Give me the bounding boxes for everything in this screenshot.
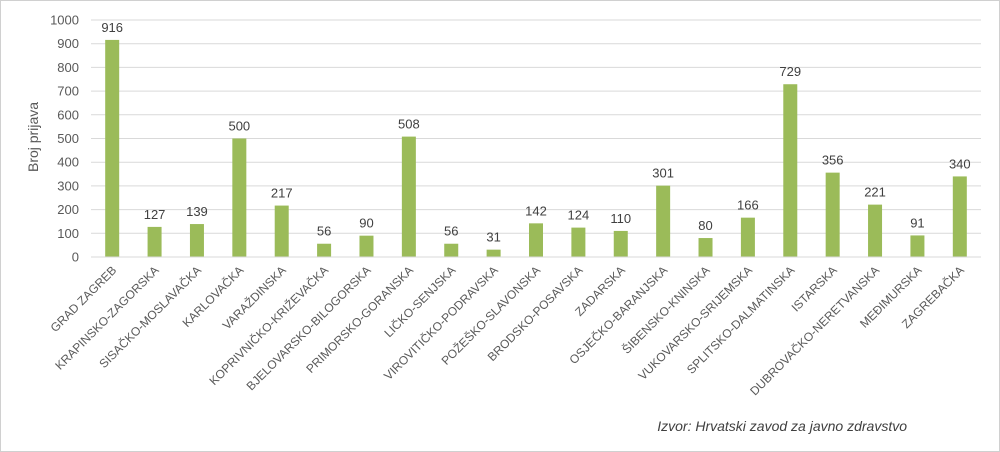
bars xyxy=(105,39,967,258)
data-label: 80 xyxy=(698,218,712,233)
data-labels: 916 127 139 500 217 56 90 508 56 31 142 124 110 301 80… xyxy=(101,20,970,245)
y-tick-label: 700 xyxy=(57,84,79,99)
bar xyxy=(401,136,416,257)
y-tick-label: 600 xyxy=(57,107,79,122)
y-tick-label: 500 xyxy=(57,131,79,146)
data-label: 500 xyxy=(228,119,250,134)
bar xyxy=(613,230,628,257)
data-label: 301 xyxy=(652,166,674,181)
gridlines xyxy=(91,19,981,234)
bar xyxy=(486,249,501,257)
bar xyxy=(105,39,120,257)
data-label: 217 xyxy=(271,186,293,201)
y-tick-label: 300 xyxy=(57,178,79,193)
data-label: 166 xyxy=(737,198,759,213)
y-tick-label: 400 xyxy=(57,155,79,170)
bar xyxy=(189,224,204,257)
data-label: 90 xyxy=(359,216,373,231)
bar xyxy=(698,238,713,257)
data-label: 356 xyxy=(822,153,844,168)
bar xyxy=(656,185,671,257)
data-label: 110 xyxy=(610,211,631,226)
y-tick-label: 800 xyxy=(57,60,79,75)
data-label: 916 xyxy=(101,20,123,35)
bar xyxy=(952,176,967,257)
bar xyxy=(740,217,755,257)
y-tick-label: 0 xyxy=(72,250,79,265)
data-label: 729 xyxy=(779,64,801,79)
bar xyxy=(571,227,586,257)
category-label: LIČKO-SENJSKA xyxy=(381,263,459,341)
data-label: 56 xyxy=(444,224,458,239)
data-label: 508 xyxy=(398,117,420,132)
y-tick-label: 900 xyxy=(57,36,79,51)
y-tick-label: 100 xyxy=(57,226,79,241)
data-label: 56 xyxy=(317,224,331,239)
bar xyxy=(147,226,162,257)
bar xyxy=(232,138,247,257)
category-labels: GRAD ZAGREBKRAPINSKO-ZAGORSKASISAČKO-MOS… xyxy=(48,263,967,399)
bar xyxy=(317,243,332,257)
y-tick-label: 200 xyxy=(57,202,79,217)
data-label: 127 xyxy=(144,207,166,222)
bar xyxy=(529,223,543,257)
bar xyxy=(868,204,883,257)
data-label: 124 xyxy=(568,208,590,223)
data-label: 91 xyxy=(910,215,924,230)
bar xyxy=(359,235,374,257)
bar xyxy=(783,84,798,258)
bar xyxy=(444,243,459,257)
bar xyxy=(910,235,925,257)
source-note: Izvor: Hrvatski zavod za javno zdravstvo xyxy=(657,418,907,434)
y-axis-title: Broj prijava xyxy=(25,102,41,172)
data-label: 221 xyxy=(864,185,886,200)
data-label: 142 xyxy=(525,203,547,218)
data-label: 340 xyxy=(949,156,971,171)
data-label: 31 xyxy=(486,230,500,245)
y-tick-label: 1000 xyxy=(50,13,79,28)
bar xyxy=(825,172,840,257)
bar xyxy=(274,205,289,257)
data-label: 139 xyxy=(186,204,208,219)
y-axis-ticks: 0 100 200 300 400 500 600 700 800 900 1000 xyxy=(50,13,79,265)
